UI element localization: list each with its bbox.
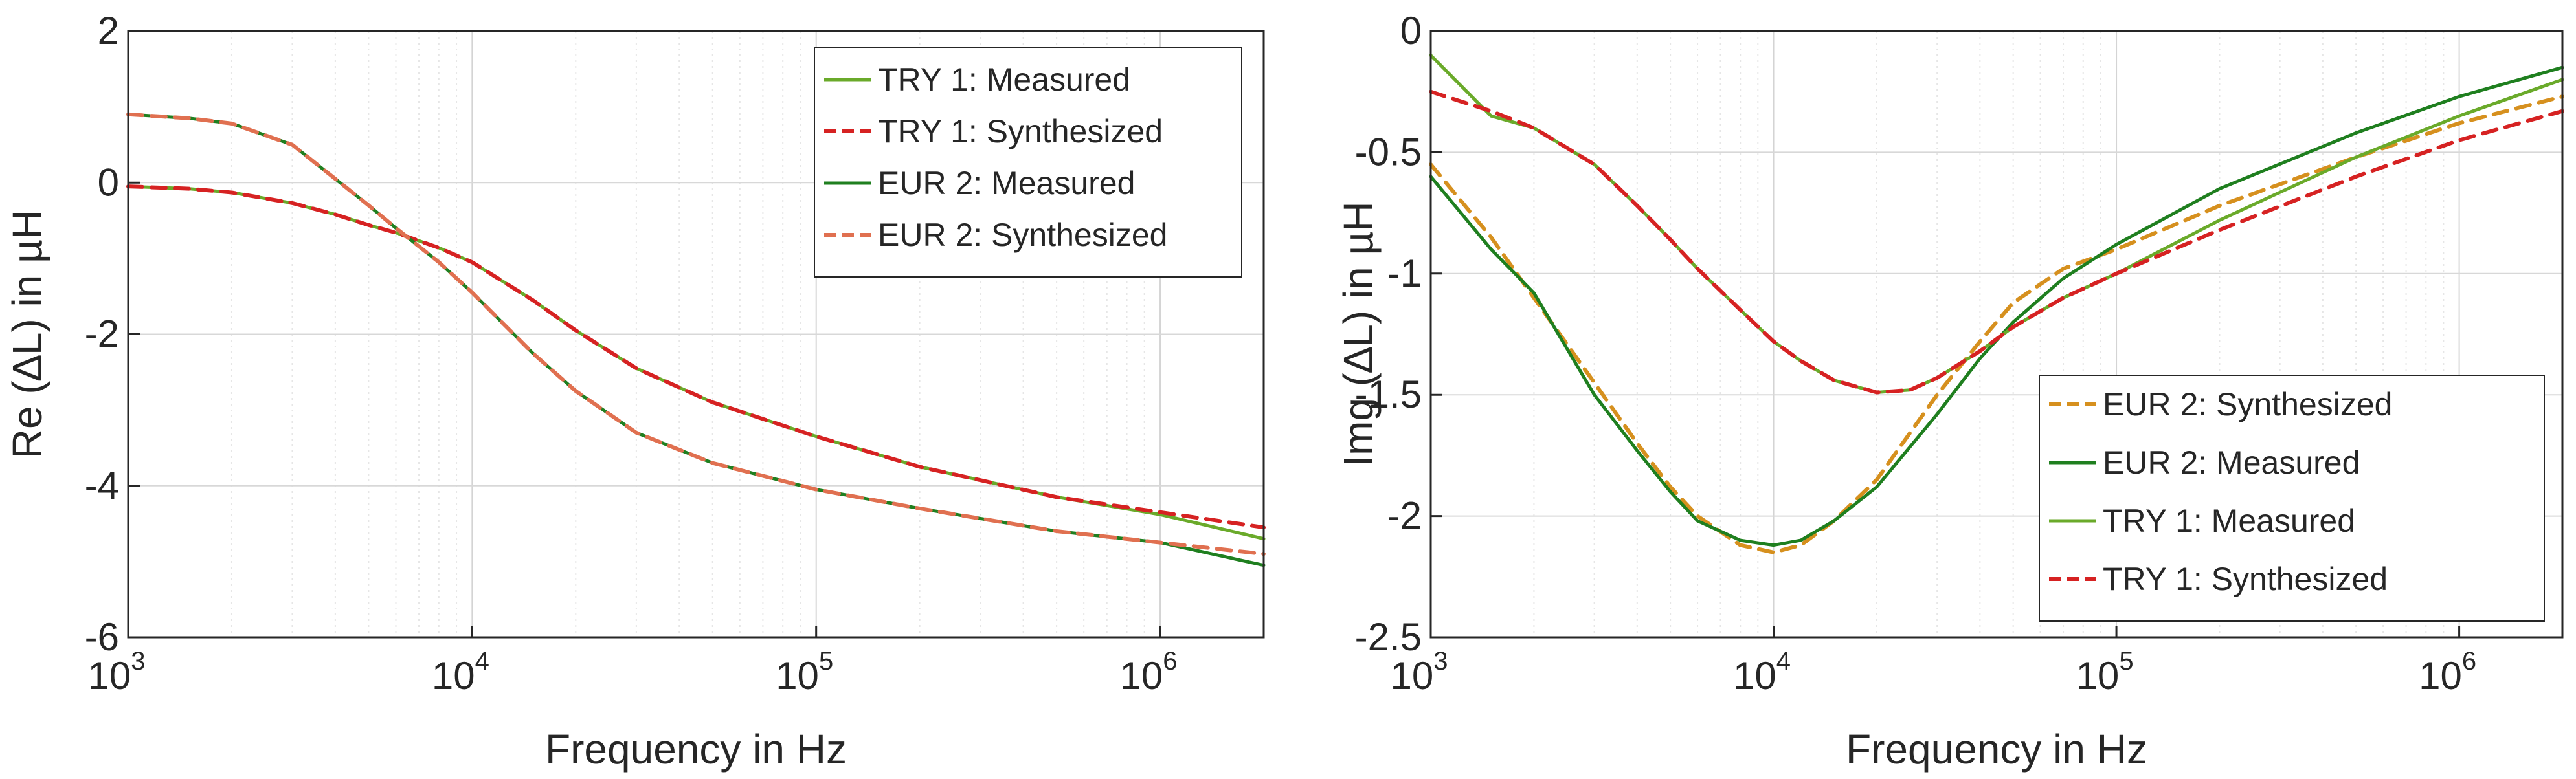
x-tick-label: 104 <box>1733 647 1791 697</box>
x-tick-exponent: 5 <box>2119 647 2133 675</box>
y-axis-label: Img (∆L) in µH <box>1335 201 1382 466</box>
y-tick-label: -2.5 <box>1355 615 1422 659</box>
legend-label: EUR 2: Measured <box>2103 444 2360 481</box>
legend-label: EUR 2: Measured <box>878 165 1135 201</box>
x-tick-base: 10 <box>2419 654 2462 697</box>
y-tick-label: -1 <box>1387 252 1422 295</box>
y-tick-label: -0.5 <box>1355 130 1422 173</box>
y-tick-label: -1.5 <box>1355 373 1422 416</box>
legend: EUR 2: Synthesized EUR 2: Measured TRY 1: … <box>2039 375 2545 622</box>
legend: TRY 1: Measured TRY 1: Synthesized EUR 2: … <box>814 47 1242 278</box>
x-tick-exponent: 5 <box>819 647 833 675</box>
axes-box <box>1429 30 2564 639</box>
x-tick-base: 10 <box>88 654 131 697</box>
x-tick-base: 10 <box>432 654 475 697</box>
legend-box <box>2039 375 2545 622</box>
x-tick-base: 10 <box>2076 654 2120 697</box>
x-tick-label: 105 <box>2076 647 2134 697</box>
x-tick-exponent: 4 <box>1776 647 1791 675</box>
x-tick-label: 105 <box>776 647 833 697</box>
legend-box <box>814 47 1242 278</box>
series-line-eur-2-measured <box>1429 65 2564 547</box>
y-axis-label: Re (∆L) in µH <box>4 210 50 459</box>
legend-label: EUR 2: Synthesized <box>878 217 1167 253</box>
y-tick-label: -4 <box>85 464 119 507</box>
series-line-try-1-synthesized <box>1429 89 2564 395</box>
y-tick-label: -6 <box>85 615 119 659</box>
x-tick-label: 106 <box>1120 647 1178 697</box>
x-axis-label: Frequency in Hz <box>545 726 847 773</box>
legend-label: EUR 2: Synthesized <box>2103 386 2392 422</box>
x-tick-exponent: 4 <box>475 647 489 675</box>
x-tick-label: 103 <box>1391 647 1448 697</box>
legend-label: TRY 1: Measured <box>878 61 1130 98</box>
y-tick-label: 0 <box>1400 9 1422 52</box>
x-tick-label: 106 <box>2419 647 2476 697</box>
legend-label: TRY 1: Synthesized <box>878 113 1163 149</box>
series-line-try-1-synthesized <box>126 184 1266 530</box>
x-tick-exponent: 3 <box>131 647 145 675</box>
series-line-eur-2-synthesized <box>126 112 1266 556</box>
x-tick-base: 10 <box>1733 654 1776 697</box>
x-tick-label: 103 <box>88 647 146 697</box>
y-tick-label: -2 <box>85 313 119 356</box>
series-group <box>1429 54 2564 554</box>
y-tick-label: 2 <box>98 9 119 52</box>
x-tick-base: 10 <box>1120 654 1163 697</box>
x-tick-exponent: 6 <box>2462 647 2476 675</box>
series-group <box>126 112 1266 567</box>
legend-label: TRY 1: Synthesized <box>2103 561 2388 597</box>
x-tick-exponent: 6 <box>1163 647 1177 675</box>
x-tick-base: 10 <box>776 654 819 697</box>
legend-label: TRY 1: Measured <box>2103 503 2355 539</box>
y-tick-label: -2 <box>1387 494 1422 538</box>
x-axis-label: Frequency in Hz <box>1846 726 2147 773</box>
x-tick-label: 104 <box>432 647 489 697</box>
x-tick-base: 10 <box>1391 654 1434 697</box>
x-tick-exponent: 3 <box>1433 647 1448 675</box>
y-tick-label: 0 <box>98 160 119 204</box>
